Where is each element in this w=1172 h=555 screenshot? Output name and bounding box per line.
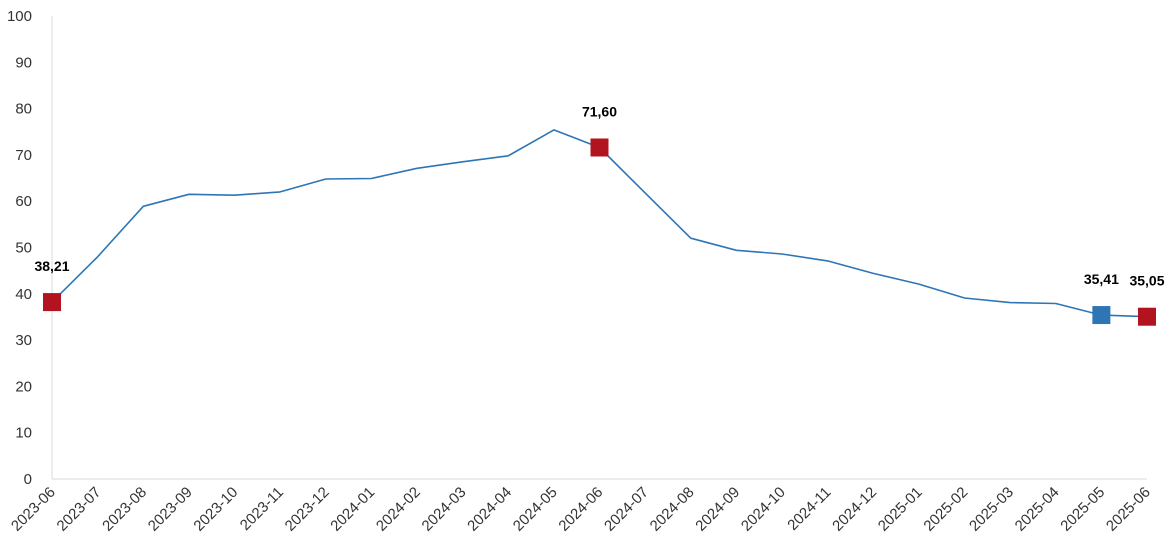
x-tick-label: 2024-10 — [738, 484, 789, 535]
y-tick-label: 60 — [15, 193, 32, 210]
x-tick-label: 2024-02 — [373, 484, 424, 535]
data-label: 35,41 — [1084, 271, 1119, 287]
data-label: 35,05 — [1129, 273, 1164, 289]
x-tick-label: 2023-12 — [282, 484, 333, 535]
x-tick-label: 2023-07 — [53, 484, 104, 535]
series-group — [51, 129, 1148, 318]
highlight-marker — [1092, 306, 1111, 325]
highlight-marker — [1138, 307, 1156, 326]
y-tick-label: 80 — [15, 101, 32, 118]
y-tick-label: 40 — [15, 286, 32, 303]
x-tick-label: 2024-07 — [601, 484, 652, 535]
x-tick-label: 2025-05 — [1057, 484, 1108, 535]
x-tick-label: 2024-06 — [555, 484, 606, 535]
y-tick-label: 30 — [15, 332, 32, 349]
x-tick-label: 2024-09 — [692, 484, 743, 535]
x-tick-label: 2024-08 — [647, 484, 698, 535]
y-tick-label: 50 — [15, 240, 32, 257]
x-tick-label: 2023-06 — [8, 484, 59, 535]
x-tick-label: 2025-04 — [1012, 484, 1063, 535]
x-tick-label: 2023-10 — [190, 484, 241, 535]
x-tick-label: 2024-05 — [510, 484, 561, 535]
x-tick-label: 2025-06 — [1103, 484, 1154, 535]
y-tick-label: 70 — [15, 147, 32, 164]
x-tick-label: 2023-08 — [99, 484, 150, 535]
y-tick-label: 0 — [24, 471, 32, 488]
y-tick-labels: 0 10 20 30 40 50 60 70 80 90 100 — [7, 8, 32, 488]
y-tick-label: 10 — [15, 425, 32, 442]
x-tick-label: 2024-12 — [829, 484, 880, 535]
x-tick-label: 2024-03 — [418, 484, 469, 535]
series-line — [51, 129, 1148, 318]
highlight-marker — [43, 293, 61, 312]
x-tick-label: 2023-09 — [145, 484, 196, 535]
axes — [51, 16, 1147, 480]
data-label: 71,60 — [582, 103, 617, 119]
x-tick-label: 2025-01 — [875, 484, 926, 535]
y-tick-label: 90 — [15, 54, 32, 71]
x-tick-label: 2024-04 — [464, 484, 515, 535]
x-tick-labels: 2023-062023-072023-082023-092023-102023-… — [8, 484, 1154, 535]
x-tick-label: 2025-02 — [920, 484, 971, 535]
data-label: 38,21 — [34, 258, 69, 274]
y-tick-label: 100 — [7, 8, 32, 25]
x-tick-label: 2025-03 — [966, 484, 1017, 535]
y-tick-label: 20 — [15, 378, 32, 395]
x-tick-label: 2024-01 — [327, 484, 378, 535]
highlight-markers: 38,21 71,60 35,41 35,05 — [34, 103, 1165, 326]
x-tick-label: 2024-11 — [784, 484, 834, 534]
x-tick-label: 2023-11 — [237, 484, 287, 534]
highlight-marker — [590, 138, 609, 157]
